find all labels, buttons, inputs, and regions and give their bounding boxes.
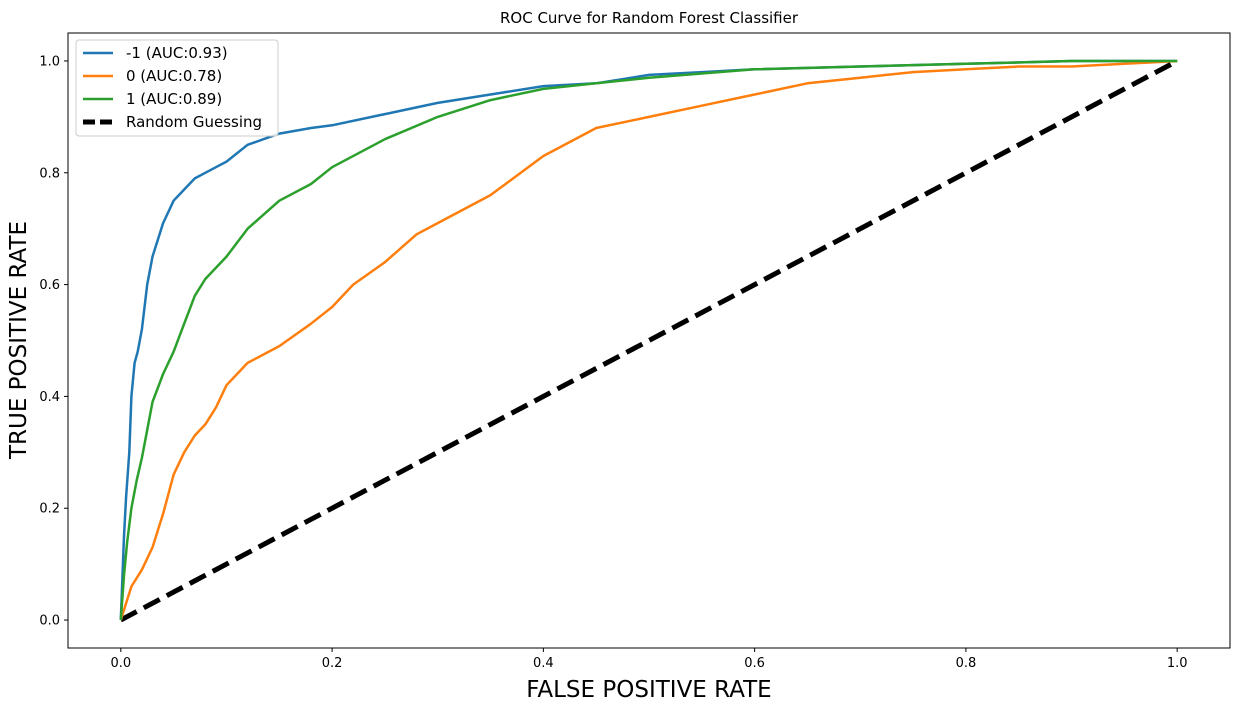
y-tick-label: 0.6 <box>39 278 60 293</box>
legend-label: 1 (AUC:0.89) <box>126 90 222 108</box>
chart-title: ROC Curve for Random Forest Classifier <box>500 9 799 27</box>
series-line-3 <box>119 58 1179 623</box>
legend: -1 (AUC:0.93) 0 (AUC:0.78) 1 (AUC:0.89) Ran… <box>75 39 279 137</box>
x-axis-label: FALSE POSITIVE RATE <box>526 677 771 703</box>
series-line-0 <box>119 59 1178 621</box>
x-axis-ticks: 0.0 0.2 0.4 0.6 0.8 1.0 <box>110 648 1188 671</box>
legend-box <box>75 39 279 137</box>
legend-label: Random Guessing <box>126 113 262 131</box>
plot-frame <box>67 32 1231 649</box>
legend-label: 0 (AUC:0.78) <box>126 67 222 85</box>
x-tick-label: 0.8 <box>956 656 977 671</box>
series-line-1 <box>119 59 1178 621</box>
y-tick-label: 1.0 <box>39 54 60 69</box>
series-layer <box>119 58 1179 623</box>
x-tick-label: 0.2 <box>322 656 343 671</box>
series-line-2 <box>119 59 1178 621</box>
legend-label: -1 (AUC:0.93) <box>126 44 228 62</box>
y-axis-ticks: 0.0 0.2 0.4 0.6 0.8 1.0 <box>39 54 68 629</box>
y-tick-label: 0.2 <box>39 502 60 517</box>
y-tick-label: 0.8 <box>39 166 60 181</box>
x-tick-label: 0.0 <box>110 656 131 671</box>
x-tick-label: 0.4 <box>533 656 554 671</box>
x-tick-label: 0.6 <box>744 656 765 671</box>
x-tick-label: 1.0 <box>1167 656 1188 671</box>
y-axis-label: TRUE POSITIVE RATE <box>6 221 32 460</box>
y-tick-label: 0.4 <box>39 390 60 405</box>
y-tick-label: 0.0 <box>39 614 60 629</box>
